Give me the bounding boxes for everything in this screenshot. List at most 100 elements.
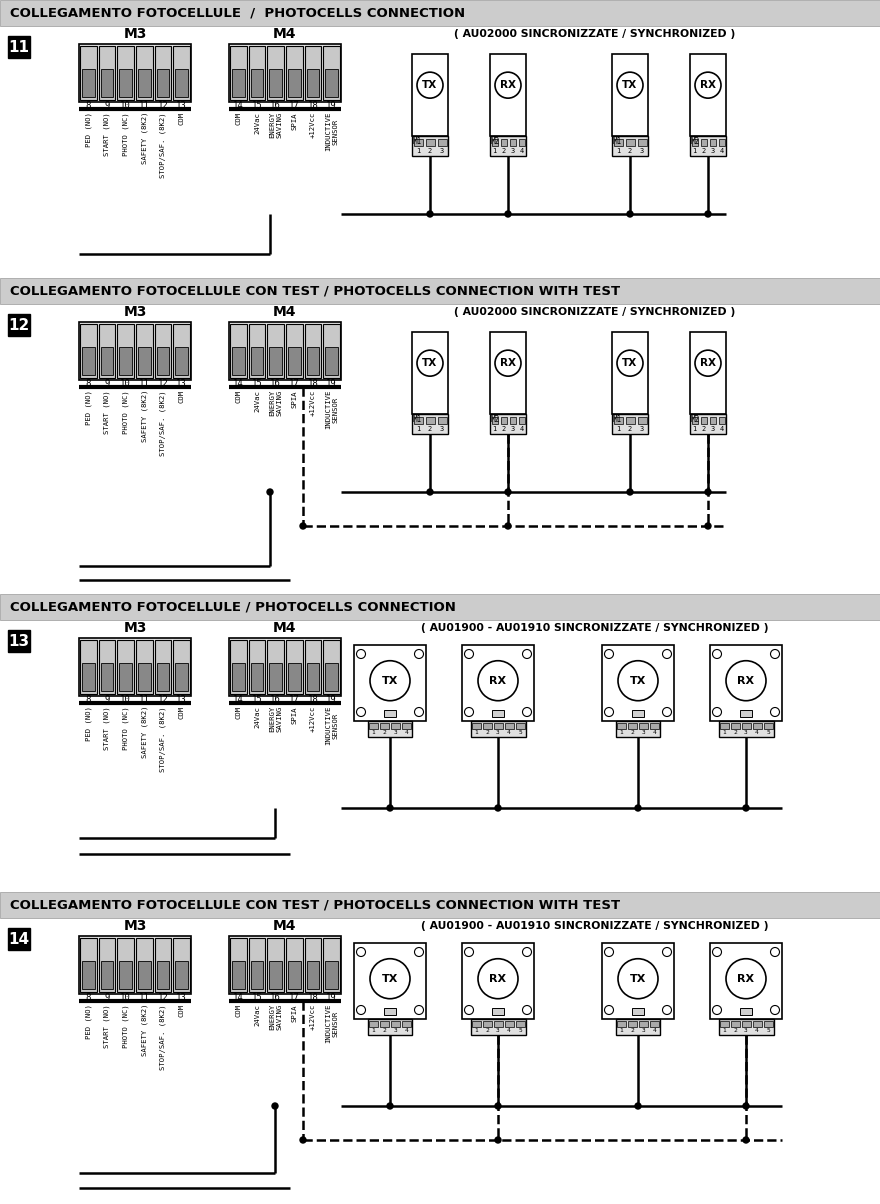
Text: M4: M4 (274, 621, 297, 635)
Text: TX: TX (622, 81, 638, 90)
Bar (175, 69, 188, 98)
Text: 12: 12 (9, 318, 30, 332)
Text: 16: 16 (270, 378, 281, 388)
Text: 5: 5 (766, 731, 770, 736)
Bar (462, 943, 534, 1019)
Text: 19: 19 (326, 378, 337, 388)
Bar (690, 414, 726, 433)
Text: COM: COM (235, 706, 241, 719)
Text: 2: 2 (383, 1028, 386, 1033)
Circle shape (495, 72, 521, 99)
Text: STOP/SAF. (8K2): STOP/SAF. (8K2) (160, 1004, 166, 1069)
Text: M2: M2 (491, 137, 500, 146)
Text: M4: M4 (274, 919, 297, 933)
Text: COM: COM (235, 390, 241, 403)
Bar (490, 54, 526, 136)
Text: START (NO): START (NO) (104, 112, 110, 155)
Bar (138, 347, 150, 374)
Circle shape (465, 649, 473, 659)
Bar (690, 332, 726, 414)
Text: 3: 3 (710, 426, 715, 432)
Text: ENERGY
SAVING: ENERGY SAVING (269, 1004, 282, 1031)
Circle shape (465, 708, 473, 716)
Text: TX: TX (622, 358, 638, 368)
Text: M4: M4 (274, 305, 297, 319)
Bar (602, 943, 674, 1019)
Bar (494, 1021, 502, 1027)
Circle shape (618, 958, 658, 999)
Bar (471, 1019, 525, 1035)
Text: START (NO): START (NO) (104, 706, 110, 750)
Circle shape (427, 489, 433, 495)
Text: 3: 3 (642, 731, 645, 736)
Text: 3: 3 (640, 426, 644, 432)
Text: 19: 19 (326, 992, 337, 1002)
Text: RX: RX (500, 81, 516, 90)
Text: 4: 4 (405, 731, 408, 736)
Bar (8, 928, 30, 950)
Bar (269, 69, 282, 98)
Bar (326, 347, 338, 374)
Bar (120, 961, 132, 988)
Circle shape (705, 523, 711, 529)
Bar (286, 641, 303, 694)
Text: ( AU02000 SINCRONIZZATE / SYNCHRONIZED ): ( AU02000 SINCRONIZZATE / SYNCHRONIZED ) (454, 307, 736, 317)
Bar (230, 324, 246, 378)
Text: ENERGY
SAVING: ENERGY SAVING (269, 390, 282, 417)
Bar (752, 722, 761, 728)
Circle shape (414, 1005, 423, 1015)
Bar (157, 663, 169, 691)
Circle shape (356, 948, 365, 956)
Bar (518, 138, 524, 146)
Circle shape (713, 948, 722, 956)
Bar (323, 46, 340, 100)
Bar (617, 722, 626, 728)
Bar (492, 710, 504, 718)
Text: INDUCTIVE
SENSOR: INDUCTIVE SENSOR (326, 390, 338, 430)
Circle shape (713, 708, 722, 716)
Bar (510, 138, 516, 146)
Text: 3: 3 (510, 426, 515, 432)
Bar (157, 961, 169, 988)
Bar (504, 722, 514, 728)
Circle shape (414, 708, 423, 716)
Bar (175, 663, 188, 691)
Text: 3: 3 (496, 1028, 500, 1033)
Text: RX: RX (737, 675, 754, 686)
Bar (232, 69, 245, 98)
Text: PED (NO): PED (NO) (85, 390, 92, 425)
Bar (764, 1021, 773, 1027)
Circle shape (605, 948, 613, 956)
Text: 12: 12 (158, 100, 168, 110)
Bar (304, 938, 321, 992)
Text: 11: 11 (139, 695, 150, 703)
Text: 15: 15 (252, 378, 262, 388)
Text: 1: 1 (493, 426, 496, 432)
Text: 1: 1 (620, 1028, 623, 1033)
Bar (80, 324, 97, 378)
Bar (8, 630, 30, 653)
Bar (632, 710, 644, 718)
Bar (8, 36, 30, 58)
Bar (368, 1019, 412, 1035)
Circle shape (465, 948, 473, 956)
Text: COM: COM (179, 706, 185, 719)
Text: 2: 2 (733, 1028, 737, 1033)
Circle shape (617, 72, 643, 99)
Bar (173, 324, 190, 378)
Circle shape (713, 1005, 722, 1015)
Text: M1: M1 (413, 137, 422, 146)
Bar (632, 1008, 644, 1015)
Circle shape (523, 708, 532, 716)
Circle shape (695, 350, 721, 376)
Text: 3: 3 (510, 148, 515, 154)
Text: 1: 1 (693, 148, 697, 154)
Circle shape (370, 661, 410, 701)
Circle shape (427, 211, 433, 217)
Bar (380, 722, 389, 728)
Bar (354, 645, 426, 721)
Circle shape (627, 489, 633, 495)
Circle shape (356, 708, 365, 716)
Text: 3: 3 (710, 148, 715, 154)
Bar (0, 0, 880, 26)
